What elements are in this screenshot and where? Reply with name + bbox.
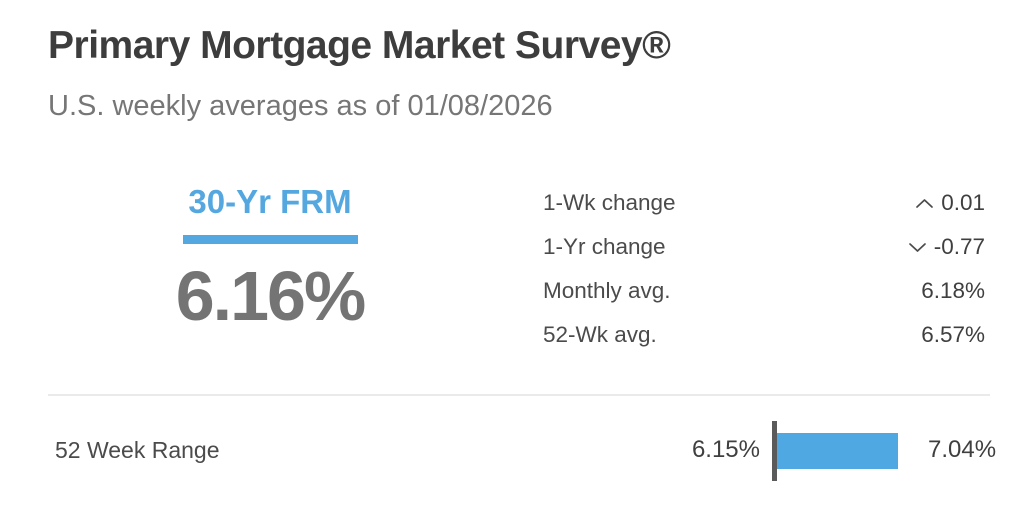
range-low-value: 6.15% xyxy=(691,436,760,463)
stat-value-text: 6.57% xyxy=(921,322,985,347)
stat-row-monthly-avg: Monthly avg. 6.18% xyxy=(543,269,985,313)
page-title: Primary Mortgage Market Survey® xyxy=(48,24,671,67)
stat-value: -0.77 xyxy=(908,234,985,260)
week-range-label: 52 Week Range xyxy=(55,437,220,463)
stat-label: Monthly avg. xyxy=(543,278,671,303)
chevron-down-icon xyxy=(908,242,927,253)
range-high-value: 7.04% xyxy=(928,436,997,463)
stats-list: 1-Wk change 0.01 1-Yr change -0.77 Month… xyxy=(543,181,985,357)
stat-row-1wk-change: 1-Wk change 0.01 xyxy=(543,181,985,225)
page-subtitle: U.S. weekly averages as of 01/08/2026 xyxy=(48,90,553,122)
stat-value: 6.57% xyxy=(921,322,985,348)
current-rate-value: 6.16% xyxy=(175,257,366,335)
stat-value: 0.01 xyxy=(915,190,985,216)
product-underline-bar xyxy=(182,235,358,244)
stat-label: 52-Wk avg. xyxy=(543,322,657,347)
chevron-up-icon xyxy=(915,198,934,209)
stat-row-52wk-avg: 52-Wk avg. 6.57% xyxy=(543,313,985,357)
current-rate-marker xyxy=(772,421,777,481)
stat-label: 1-Wk change xyxy=(543,190,676,215)
week-range-section: 52 Week Range 6.15% 7.04% xyxy=(0,414,1024,488)
range-bar xyxy=(777,433,898,469)
rate-card: 30-Yr FRM 6.16% xyxy=(145,183,395,336)
product-label: 30-Yr FRM xyxy=(188,183,352,220)
stat-value: 6.18% xyxy=(921,278,985,304)
stat-value-text: 6.18% xyxy=(921,278,985,303)
stat-value-text: 0.01 xyxy=(941,190,985,215)
section-divider xyxy=(48,394,990,396)
stat-value-text: -0.77 xyxy=(933,234,985,259)
stat-label: 1-Yr change xyxy=(543,234,666,259)
stat-row-1yr-change: 1-Yr change -0.77 xyxy=(543,225,985,269)
